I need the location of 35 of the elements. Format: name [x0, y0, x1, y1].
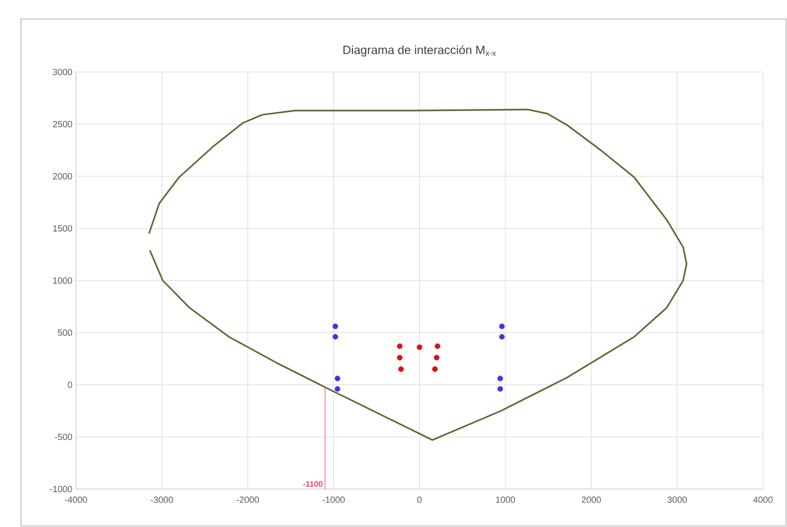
x-tick-label: -1000	[322, 496, 345, 503]
point	[434, 354, 440, 360]
x-tick-label: -3000	[150, 496, 173, 503]
y-tick-label: 2000	[52, 173, 72, 180]
point	[332, 324, 338, 330]
chart-title: Diagrama de interacción M$_{x-x}$	[343, 45, 496, 56]
point	[432, 366, 438, 372]
point	[334, 386, 340, 392]
point	[497, 376, 504, 382]
point	[434, 343, 440, 349]
y-tick-label: 2500	[52, 120, 72, 128]
y-tick-label: 0	[68, 382, 72, 388]
y-tick-label: 500	[58, 329, 72, 336]
x-tick-label: -4000	[64, 496, 88, 503]
y-tick-label: -500	[54, 434, 72, 440]
line-series	[148, 108, 688, 441]
point	[497, 386, 504, 392]
y-tick-label: 3000	[52, 68, 72, 76]
x-tick-label: 3000	[668, 496, 687, 503]
point	[499, 324, 505, 330]
point	[499, 334, 505, 340]
y-tick-label: -1000	[50, 486, 72, 492]
x-tick-label: 2000	[582, 496, 601, 503]
x-tick-label: 0	[417, 496, 422, 503]
x-tick-label: 1000	[496, 496, 516, 503]
y-tick-label: 1500	[53, 225, 72, 232]
y-tick-label: 1000	[53, 277, 72, 284]
point	[396, 343, 403, 349]
x-tick-label: 4000	[753, 496, 773, 503]
x-tick-label: -2000	[236, 496, 259, 503]
point	[396, 354, 403, 360]
point	[334, 376, 340, 382]
point	[332, 334, 338, 340]
point	[416, 344, 422, 350]
point	[398, 366, 404, 372]
